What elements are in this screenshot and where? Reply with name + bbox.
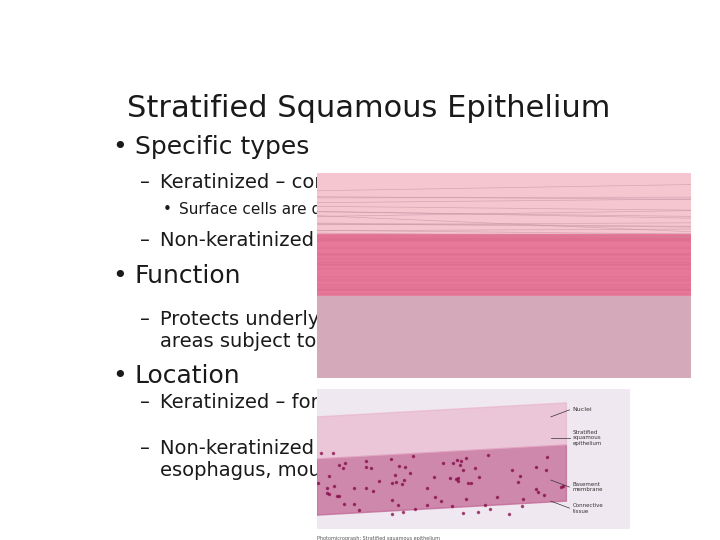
Text: Stratified
squamous
epithelium: Stratified squamous epithelium — [572, 430, 602, 446]
Text: Keratinized – forms epidermis: Keratinized – forms epidermis — [160, 393, 450, 412]
Text: Specific types: Specific types — [135, 136, 309, 159]
Polygon shape — [317, 445, 567, 515]
Text: Function: Function — [135, 265, 241, 288]
Text: Non-keratinized – forms lining of
esophagus, mouth, and vagina: Non-keratinized – forms lining of esopha… — [160, 439, 477, 480]
Text: •: • — [112, 265, 127, 288]
Text: Connective
tissue: Connective tissue — [572, 503, 603, 514]
Text: Location: Location — [135, 364, 240, 388]
Polygon shape — [317, 234, 691, 296]
Text: •: • — [112, 364, 127, 388]
Text: –: – — [140, 173, 150, 192]
Text: Non-keratinized – forms moist lining of body openings: Non-keratinized – forms moist lining of … — [160, 231, 687, 250]
Text: Stratified Squamous Epithelium: Stratified Squamous Epithelium — [127, 94, 611, 123]
Text: –: – — [140, 393, 150, 412]
Text: Nuclei: Nuclei — [572, 407, 593, 413]
Text: Protects underlying tissues in
areas subject to abrasion: Protects underlying tissues in areas sub… — [160, 310, 447, 351]
Text: –: – — [140, 231, 150, 250]
Text: Surface cells are dead and full of keratin: Surface cells are dead and full of kerat… — [179, 202, 490, 217]
Text: Keratinized – contain the protective protein keratin: Keratinized – contain the protective pro… — [160, 173, 657, 192]
Polygon shape — [317, 403, 567, 459]
Text: –: – — [140, 310, 150, 329]
Polygon shape — [317, 173, 691, 234]
Text: –: – — [140, 439, 150, 458]
Polygon shape — [317, 296, 691, 378]
Text: Photomicrograph: Stratified squamous epithelium
lining of the esophagus (800x): Photomicrograph: Stratified squamous epi… — [317, 536, 440, 540]
Text: •: • — [163, 202, 171, 217]
Text: •: • — [112, 136, 127, 159]
Polygon shape — [317, 389, 629, 529]
Text: Basement
membrane: Basement membrane — [572, 482, 603, 492]
